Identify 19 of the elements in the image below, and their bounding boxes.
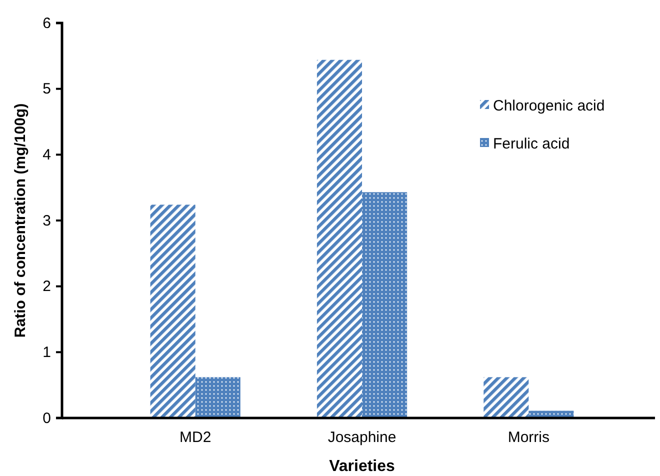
bar bbox=[316, 60, 362, 418]
bar bbox=[195, 377, 240, 418]
y-tick-label: 5 bbox=[42, 80, 51, 98]
y-axis-title: Ratio of concentration (mg/100g) bbox=[12, 103, 29, 338]
legend-label: Chlorogenic acid bbox=[493, 97, 605, 114]
x-tick-label: Morris bbox=[508, 429, 550, 446]
y-tick-label: 0 bbox=[42, 410, 51, 427]
y-tick-label: 4 bbox=[42, 146, 51, 164]
bar bbox=[362, 192, 408, 418]
bar bbox=[150, 204, 196, 418]
y-tick-label: 3 bbox=[42, 212, 51, 230]
y-tick-label: 2 bbox=[42, 278, 51, 296]
x-tick-label: Josaphine bbox=[328, 429, 396, 446]
bar bbox=[484, 377, 529, 418]
legend-label: Ferulic acid bbox=[493, 135, 570, 152]
x-axis-title: Varieties bbox=[329, 458, 396, 475]
y-tick-label: 6 bbox=[42, 14, 51, 32]
x-tick-label: MD2 bbox=[179, 429, 212, 446]
y-tick-label: 1 bbox=[42, 344, 51, 361]
